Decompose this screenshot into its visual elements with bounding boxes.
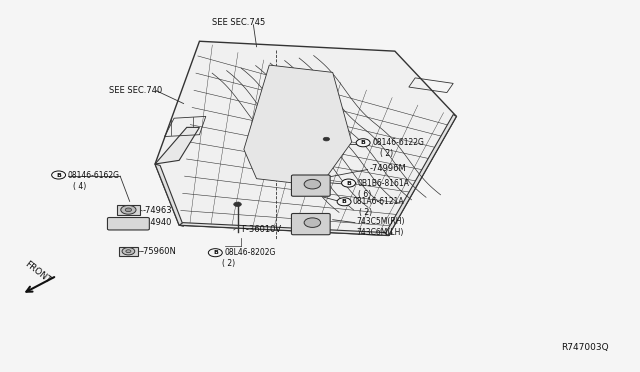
Text: B: B <box>56 173 61 177</box>
Polygon shape <box>179 223 392 235</box>
Circle shape <box>337 198 351 206</box>
Text: F-36010V: F-36010V <box>241 225 282 234</box>
Text: -74940: -74940 <box>142 218 172 227</box>
Text: -74963: -74963 <box>142 206 172 215</box>
Circle shape <box>323 137 330 141</box>
Text: 0B1B6-8161A: 0B1B6-8161A <box>357 179 410 187</box>
Text: B: B <box>361 140 365 145</box>
Circle shape <box>304 218 321 227</box>
Text: FRONT: FRONT <box>23 259 52 285</box>
Text: R747003Q: R747003Q <box>561 343 609 352</box>
Circle shape <box>52 171 65 179</box>
Text: 743C5M(RH): 743C5M(RH) <box>356 217 404 227</box>
Polygon shape <box>244 65 352 186</box>
Polygon shape <box>385 115 456 235</box>
Circle shape <box>342 179 356 187</box>
Circle shape <box>356 139 370 147</box>
Text: 08146-6122G: 08146-6122G <box>372 138 424 147</box>
Circle shape <box>209 248 222 257</box>
Circle shape <box>122 247 135 255</box>
Text: ( 6): ( 6) <box>358 190 371 199</box>
FancyBboxPatch shape <box>108 218 149 230</box>
Text: ( 2): ( 2) <box>380 149 394 158</box>
FancyBboxPatch shape <box>291 175 330 196</box>
Text: SEE SEC.745: SEE SEC.745 <box>212 19 266 28</box>
Polygon shape <box>116 205 140 215</box>
Circle shape <box>234 202 241 206</box>
Circle shape <box>126 250 131 253</box>
Text: 08L46-8202G: 08L46-8202G <box>225 248 276 257</box>
Polygon shape <box>118 247 138 256</box>
Text: B: B <box>342 199 346 204</box>
Text: -75960N: -75960N <box>141 247 177 256</box>
Text: B: B <box>213 250 218 255</box>
Polygon shape <box>155 127 200 164</box>
FancyBboxPatch shape <box>291 214 330 235</box>
Text: 743C6M(LH): 743C6M(LH) <box>356 228 404 237</box>
Text: ( 2): ( 2) <box>221 259 235 268</box>
Text: B: B <box>346 180 351 186</box>
Text: 08146-6162G: 08146-6162G <box>67 170 120 180</box>
Text: ( 4): ( 4) <box>72 182 86 190</box>
Text: -74996M: -74996M <box>369 164 406 173</box>
Text: 081A6-6121A: 081A6-6121A <box>353 197 404 206</box>
Circle shape <box>121 205 136 214</box>
Circle shape <box>125 208 132 212</box>
Circle shape <box>304 179 321 189</box>
Polygon shape <box>155 164 184 226</box>
Text: ( 2): ( 2) <box>359 208 372 217</box>
Polygon shape <box>155 41 456 235</box>
Text: SEE SEC.740: SEE SEC.740 <box>109 86 163 95</box>
